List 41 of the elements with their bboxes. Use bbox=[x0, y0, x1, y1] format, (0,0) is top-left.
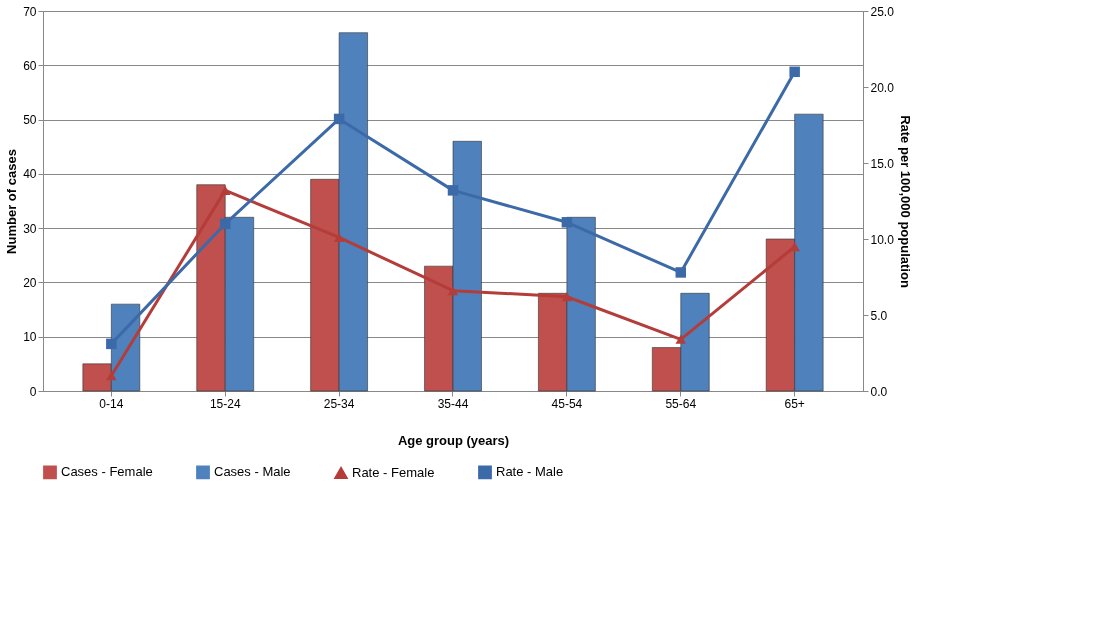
y2-tick-label: 15.0 bbox=[870, 156, 895, 171]
x-tick-label: 45-54 bbox=[551, 396, 583, 411]
point bbox=[219, 185, 231, 195]
y-axis-title: Number of cases bbox=[4, 149, 20, 254]
y2-tick-label: 5.0 bbox=[870, 308, 888, 323]
y2-axis-title: Rate per 100,000 population bbox=[897, 115, 913, 288]
point bbox=[106, 371, 117, 381]
point bbox=[789, 66, 800, 78]
y-tick-label: 20 bbox=[23, 275, 37, 290]
y-tick-label: 0 bbox=[29, 384, 37, 399]
y-tick-label: 30 bbox=[23, 221, 37, 236]
y2-tick-label: 10.0 bbox=[870, 232, 895, 247]
legend-label: Cases - Female bbox=[61, 464, 153, 480]
point bbox=[561, 217, 573, 228]
point bbox=[447, 286, 459, 296]
x-tick-label: 35-44 bbox=[437, 396, 469, 411]
y-tick-label: 40 bbox=[23, 167, 37, 182]
point bbox=[447, 185, 459, 196]
point bbox=[333, 232, 345, 243]
y-tick-label: 10 bbox=[23, 330, 37, 345]
point bbox=[675, 334, 687, 344]
point bbox=[106, 338, 117, 350]
y2-tick-label: 0.0 bbox=[870, 384, 888, 399]
x-tick-label: 0-14 bbox=[99, 396, 124, 411]
point bbox=[561, 292, 573, 302]
y2-tick-label: 20.0 bbox=[870, 80, 895, 95]
x-tick-label: 55-64 bbox=[665, 396, 697, 411]
x-tick-label: 15-24 bbox=[209, 396, 241, 411]
y2-tick-label: 25.0 bbox=[870, 4, 895, 19]
legend-label: Rate - Female bbox=[352, 464, 435, 480]
point bbox=[675, 267, 687, 278]
y-tick-label: 70 bbox=[23, 4, 37, 19]
point bbox=[219, 218, 231, 230]
x-axis-title: Age group (years) bbox=[397, 432, 510, 448]
legend-label: Cases - Male bbox=[214, 464, 291, 480]
legend-label: Rate - Male bbox=[496, 464, 564, 480]
x-tick-label: 65+ bbox=[784, 396, 805, 411]
x-tick-label: 25-34 bbox=[323, 396, 355, 411]
point bbox=[333, 113, 345, 125]
y-tick-label: 50 bbox=[23, 113, 37, 128]
y-tick-label: 60 bbox=[23, 58, 37, 73]
